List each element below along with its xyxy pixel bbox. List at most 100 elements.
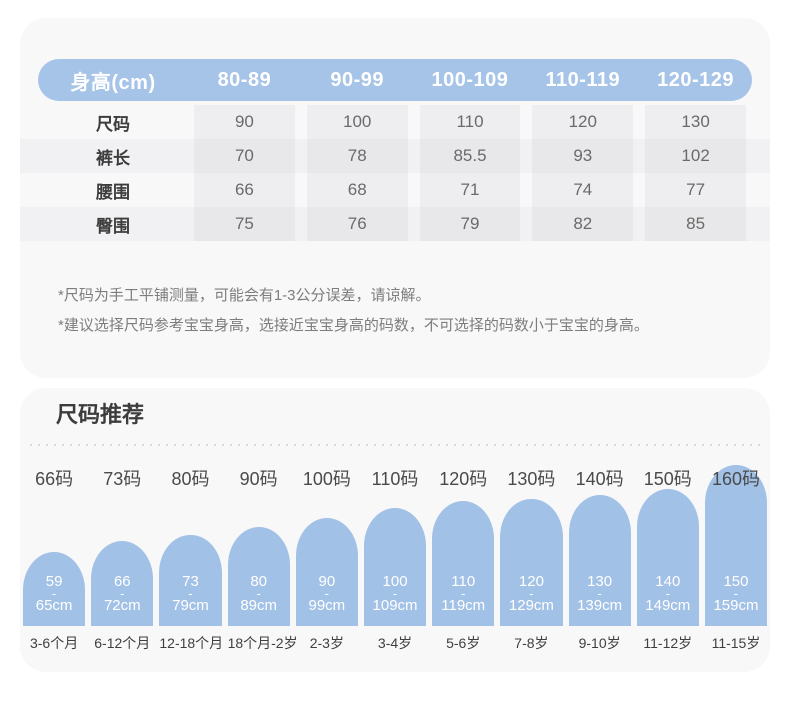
- size-chart: 66码 59 - 65cm 3-6个月 73码: [20, 465, 770, 653]
- age-label: 11-12岁: [643, 635, 693, 651]
- size-bar: 80 - 89cm: [227, 527, 290, 626]
- size-label: 100码: [302, 469, 351, 489]
- size-label: 160码: [711, 469, 760, 489]
- section-title: 尺码推荐: [56, 402, 145, 427]
- size-label: 130码: [507, 469, 556, 489]
- size-bar: 100 - 109cm: [363, 508, 427, 626]
- height-range: 90 - 99cm: [296, 572, 358, 615]
- size-label: 66码: [35, 469, 74, 489]
- range-separator: -: [597, 586, 602, 601]
- table-header-cell: 80-89: [217, 68, 272, 91]
- note-line: *尺码为手工平铺测量，可能会有1-3公分误差，请谅解。: [58, 287, 431, 304]
- size-bar: 66 - 72cm: [91, 541, 154, 626]
- table-cell: 85: [639, 207, 752, 241]
- table-cell: 76: [301, 207, 414, 241]
- height-range: 120 - 129cm: [500, 572, 562, 615]
- height-range: 59 - 65cm: [23, 572, 85, 615]
- size-label: 140码: [575, 469, 624, 489]
- chart-column: 100码 90 - 99cm 2-3岁: [295, 465, 358, 653]
- height-range: 66 - 72cm: [91, 572, 153, 615]
- size-label: 150码: [643, 469, 692, 489]
- row-label: 裤长: [96, 148, 130, 168]
- chart-column: 140码 130 - 139cm 9-10岁: [568, 465, 631, 653]
- age-label: 6-12个月: [94, 635, 151, 651]
- size-bar: 59 - 65cm: [23, 552, 86, 626]
- size-bar: 90 - 99cm: [295, 518, 358, 626]
- chart-column: 130码 120 - 129cm 7-8岁: [500, 465, 563, 653]
- size-label: 110码: [371, 469, 419, 489]
- table-cell: 78: [301, 139, 414, 173]
- table-cell: 100: [301, 105, 414, 139]
- table-cell: 130: [639, 105, 752, 139]
- age-label: 12-18个月: [159, 635, 224, 651]
- table-cell: 79: [414, 207, 527, 241]
- table-cell: 75: [188, 207, 301, 241]
- chart-column: 80码 73 - 79cm 12-18个月: [159, 465, 224, 653]
- size-table-card: 身高(cm) 80-89 90-99 100-109 110-119 120-1…: [20, 18, 770, 378]
- height-range: 140 - 149cm: [637, 572, 699, 615]
- chart-column: 160码 150 - 159cm 11-15岁: [704, 465, 768, 653]
- table-cell: 110: [414, 105, 527, 139]
- row-label: 腰围: [96, 182, 130, 202]
- range-separator: -: [120, 586, 125, 601]
- size-label: 120码: [439, 469, 488, 489]
- age-label: 9-10岁: [578, 635, 621, 651]
- range-separator: -: [188, 586, 193, 601]
- size-label: 80码: [171, 469, 210, 489]
- age-label: 11-15岁: [711, 635, 761, 651]
- table-cell: 70: [188, 139, 301, 173]
- table-header-cell: 110-119: [545, 68, 621, 91]
- range-separator: -: [529, 586, 534, 601]
- table-row: 裤长 70 78 85.5 93 102: [20, 139, 770, 173]
- height-range: 130 - 139cm: [569, 572, 631, 615]
- age-label: 18个月-2岁: [227, 635, 298, 651]
- table-row: 尺码 90 100 110 120 130: [20, 105, 770, 139]
- table-header-cell: 100-109: [431, 68, 509, 91]
- table-header-cell: 90-99: [330, 68, 385, 91]
- size-bar: 120 - 129cm: [500, 499, 563, 626]
- age-label: 5-6岁: [446, 635, 481, 651]
- age-label: 7-8岁: [514, 635, 549, 651]
- age-label: 2-3岁: [309, 635, 344, 651]
- table-cell: 93: [526, 139, 639, 173]
- table-cell: 82: [526, 207, 639, 241]
- height-range: 73 - 79cm: [159, 572, 221, 615]
- size-label: 73码: [103, 469, 142, 489]
- size-label: 90码: [239, 469, 278, 489]
- table-header-cell: 120-129: [657, 68, 735, 91]
- table-body: 尺码 90 100 110 120 130 裤长 70 78 85.5 93 1…: [20, 105, 770, 241]
- table-cell: 120: [526, 105, 639, 139]
- table-header-row: 身高(cm) 80-89 90-99 100-109 110-119 120-1…: [38, 59, 752, 101]
- table-cell: 71: [414, 173, 527, 207]
- range-separator: -: [256, 586, 261, 601]
- range-separator: -: [461, 586, 466, 601]
- height-range: 110 - 119cm: [432, 572, 494, 615]
- size-bar: 73 - 79cm: [159, 535, 222, 626]
- table-cell: 77: [639, 173, 752, 207]
- range-separator: -: [665, 586, 670, 601]
- note-line: *建议选择尺码参考宝宝身高，选接近宝宝身高的码数，不可选择的码数小于宝宝的身高。: [58, 317, 649, 334]
- age-label: 3-6个月: [29, 635, 79, 651]
- table-header-cell: 身高(cm): [70, 71, 156, 94]
- table-row: 腰围 66 68 71 74 77: [20, 173, 770, 207]
- size-bar: 130 - 139cm: [568, 495, 631, 626]
- row-label: 尺码: [96, 114, 130, 134]
- age-label: 3-4岁: [377, 635, 413, 651]
- chart-column: 73码 66 - 72cm 6-12个月: [91, 465, 154, 653]
- chart-column: 90码 80 - 89cm 18个月-2岁: [227, 465, 298, 653]
- row-label: 臀围: [96, 216, 130, 236]
- dotted-divider: [30, 444, 760, 446]
- table-cell: 74: [526, 173, 639, 207]
- table-row: 臀围 75 76 79 82 85: [20, 207, 770, 241]
- measurement-notes: *尺码为手工平铺测量，可能会有1-3公分误差，请谅解。 *建议选择尺码参考宝宝身…: [58, 281, 750, 341]
- height-range: 80 - 89cm: [228, 572, 290, 615]
- range-separator: -: [324, 586, 330, 601]
- height-range: 150 - 159cm: [705, 572, 767, 615]
- height-range: 100 - 109cm: [364, 572, 426, 615]
- table-cell: 66: [188, 173, 301, 207]
- table-cell: 90: [188, 105, 301, 139]
- size-bar: 110 - 119cm: [432, 501, 495, 626]
- range-separator: -: [51, 586, 57, 601]
- range-separator: -: [392, 586, 398, 601]
